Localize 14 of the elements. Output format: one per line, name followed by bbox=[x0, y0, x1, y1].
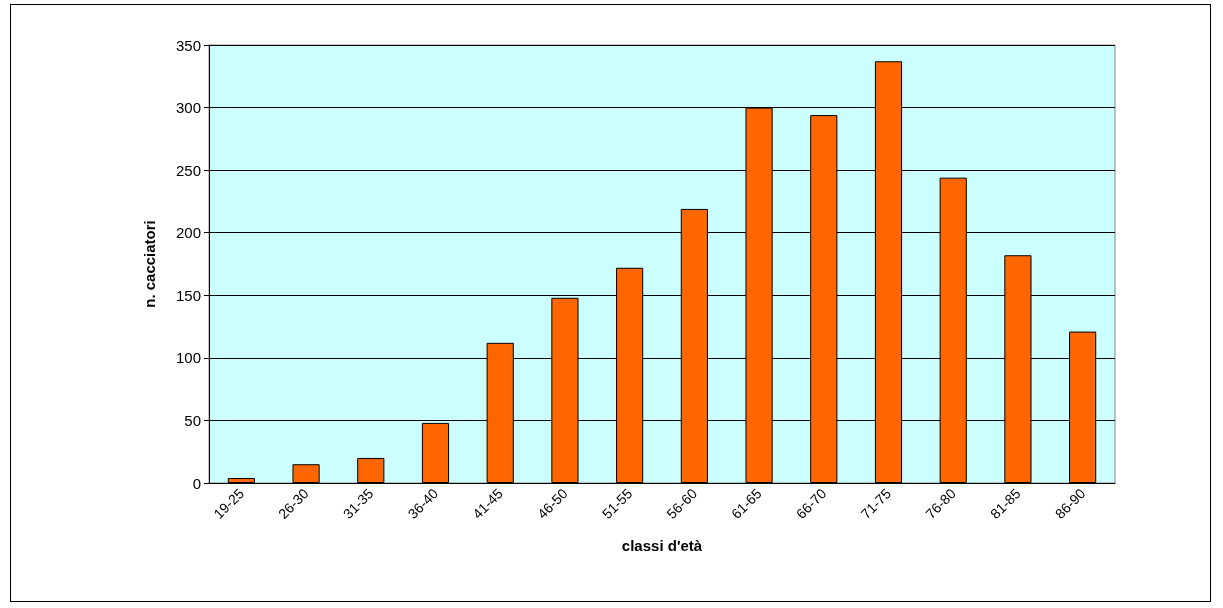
bar bbox=[357, 457, 385, 483]
bar bbox=[292, 464, 320, 483]
bar bbox=[227, 477, 255, 483]
y-axis-title: n. cacciatori bbox=[141, 220, 158, 308]
y-tick-label: 0 bbox=[192, 474, 201, 492]
y-tick-label: 200 bbox=[175, 224, 201, 242]
y-tick-label: 350 bbox=[175, 36, 201, 54]
y-tick-label: 150 bbox=[175, 286, 201, 304]
bar bbox=[421, 422, 450, 483]
y-tick-label: 250 bbox=[175, 161, 201, 179]
y-tick-label: 300 bbox=[175, 99, 201, 117]
y-tick-label: 50 bbox=[184, 411, 201, 429]
y-tick-label: 100 bbox=[175, 349, 201, 367]
x-axis-title: classi d'età bbox=[621, 537, 703, 554]
